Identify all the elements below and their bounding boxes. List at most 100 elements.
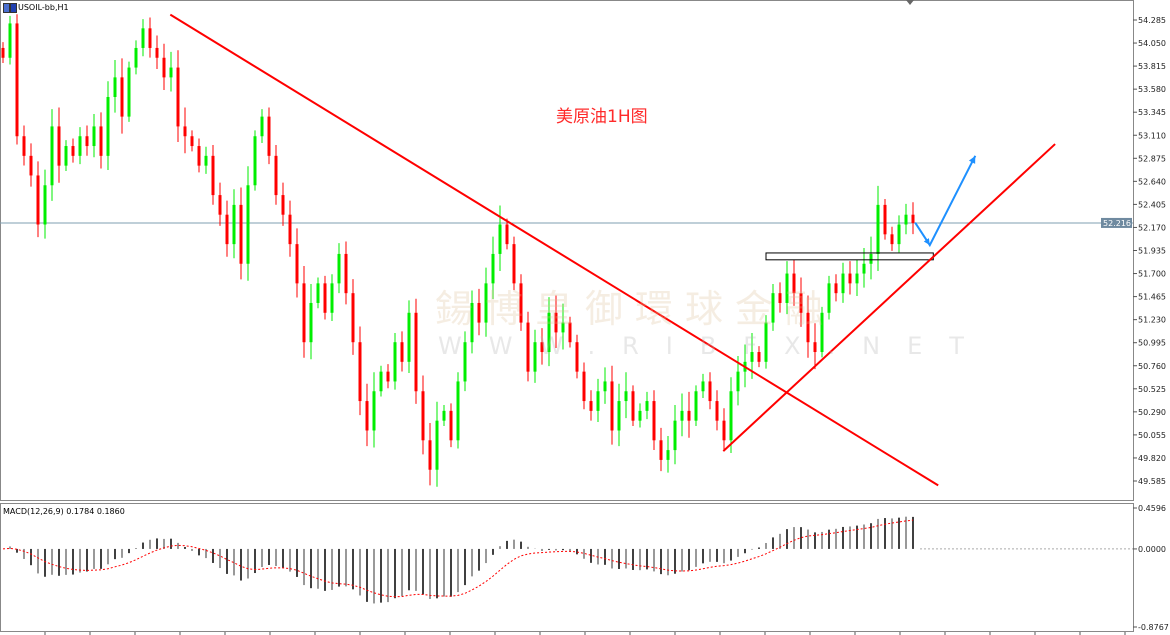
y-tick-label: 54.050	[1138, 39, 1166, 48]
chart-window-icons	[3, 3, 17, 13]
watermark-cn: 鍚博皇御環球金融	[435, 287, 836, 331]
candle-bullish	[8, 23, 12, 58]
candle-bearish	[400, 342, 404, 362]
trendline	[722, 143, 1056, 452]
y-tick-label: 52.170	[1138, 223, 1166, 232]
candle-bullish	[491, 253, 495, 284]
candle-bullish	[379, 371, 383, 392]
candle-bullish	[260, 116, 264, 137]
candle-bearish	[652, 401, 656, 441]
y-tick-label: 49.585	[1138, 477, 1166, 486]
candle-bullish	[673, 420, 677, 451]
candle-bullish	[547, 312, 551, 353]
candle-bearish	[911, 214, 915, 223]
candle-bearish	[386, 371, 390, 382]
candle-bearish	[659, 440, 663, 460]
candle-bearish	[225, 214, 229, 245]
candle-bearish	[120, 77, 124, 117]
candle-bullish	[498, 224, 502, 254]
candle-bearish	[29, 155, 33, 176]
candle-bullish	[624, 391, 628, 402]
candle-bearish	[449, 410, 453, 441]
candle-bullish	[232, 204, 236, 245]
candle-bullish	[862, 263, 866, 274]
candle-bullish	[841, 273, 845, 294]
y-tick-label: 51.700	[1138, 270, 1166, 279]
candle-bearish	[715, 401, 719, 421]
y-tick-label: 53.110	[1138, 131, 1166, 140]
forecast-arrow	[914, 155, 977, 248]
candle-bearish	[554, 312, 558, 333]
macd-y-tick-label: 0.0000	[1138, 545, 1166, 554]
consolidation-box	[765, 252, 934, 261]
candle-bearish	[344, 253, 348, 294]
trendline	[169, 13, 939, 487]
candle-bullish	[50, 126, 54, 186]
candle-bullish	[337, 253, 341, 284]
y-tick-label: 51.465	[1138, 293, 1166, 302]
candle-bearish	[708, 381, 712, 402]
candle-bearish	[218, 195, 222, 215]
candle-bullish	[897, 224, 901, 245]
y-tick-label: 52.875	[1138, 154, 1166, 163]
candle-bullish	[750, 352, 754, 362]
candle-bearish	[813, 342, 817, 353]
candle-bearish	[848, 273, 852, 284]
arrow-head-icon	[923, 238, 930, 246]
candle-bullish	[820, 312, 824, 353]
candle-bearish	[1, 47, 5, 58]
candle-bullish	[435, 420, 439, 470]
candle-bullish	[134, 47, 138, 68]
y-tick-label: 54.285	[1138, 16, 1166, 25]
candle-bullish	[442, 410, 446, 421]
y-tick-label: 50.760	[1138, 362, 1166, 371]
candle-bearish	[526, 322, 530, 372]
candle-bullish	[316, 283, 320, 303]
candle-bearish	[722, 420, 726, 441]
candle-bearish	[57, 126, 61, 166]
candle-bearish	[575, 342, 579, 372]
candle-bullish	[484, 283, 488, 323]
candle-bullish	[169, 67, 173, 78]
candle-bullish	[876, 204, 880, 254]
watermark-en: WWW.RIBFX.NET	[438, 332, 991, 360]
candle-bullish	[561, 322, 565, 333]
chart-annotation: 美原油1H图	[556, 107, 648, 127]
candle-bullish	[904, 214, 908, 225]
y-tick-label: 51.230	[1138, 316, 1166, 325]
candle-bearish	[421, 391, 425, 441]
candle-bearish	[274, 155, 278, 196]
candle-bearish	[15, 23, 19, 137]
scroll-marker-icon	[906, 0, 914, 5]
y-tick-label: 50.995	[1138, 339, 1166, 348]
y-tick-label: 53.815	[1138, 62, 1166, 71]
candle-bullish	[785, 273, 789, 303]
candle-bullish	[463, 342, 467, 382]
current-price-marker	[1101, 217, 1132, 228]
y-tick-label: 50.055	[1138, 431, 1166, 440]
symbol-title: USOIL-bb,H1	[18, 3, 69, 12]
candle-bearish	[190, 136, 194, 147]
candle-bullish	[694, 391, 698, 421]
candle-bullish	[764, 322, 768, 362]
y-tick-label: 50.525	[1138, 385, 1166, 394]
arrow-head-icon	[968, 155, 976, 164]
candle-bullish	[64, 146, 68, 166]
candle-bearish	[71, 146, 75, 156]
candle-bullish	[92, 126, 96, 147]
y-tick-label: 51.935	[1138, 247, 1166, 256]
candle-bullish	[701, 381, 705, 392]
candle-bullish	[729, 391, 733, 441]
candle-bullish	[855, 273, 859, 284]
candle-bullish	[393, 342, 397, 382]
candle-bearish	[36, 175, 40, 225]
candle-bearish	[792, 273, 796, 294]
candle-bearish	[428, 440, 432, 470]
candle-bearish	[512, 244, 516, 284]
y-tick-label: 52.405	[1138, 200, 1166, 209]
candle-bullish	[113, 77, 117, 97]
candle-bullish	[596, 391, 600, 411]
candle-bullish	[78, 136, 82, 156]
candle-bearish	[183, 126, 187, 137]
